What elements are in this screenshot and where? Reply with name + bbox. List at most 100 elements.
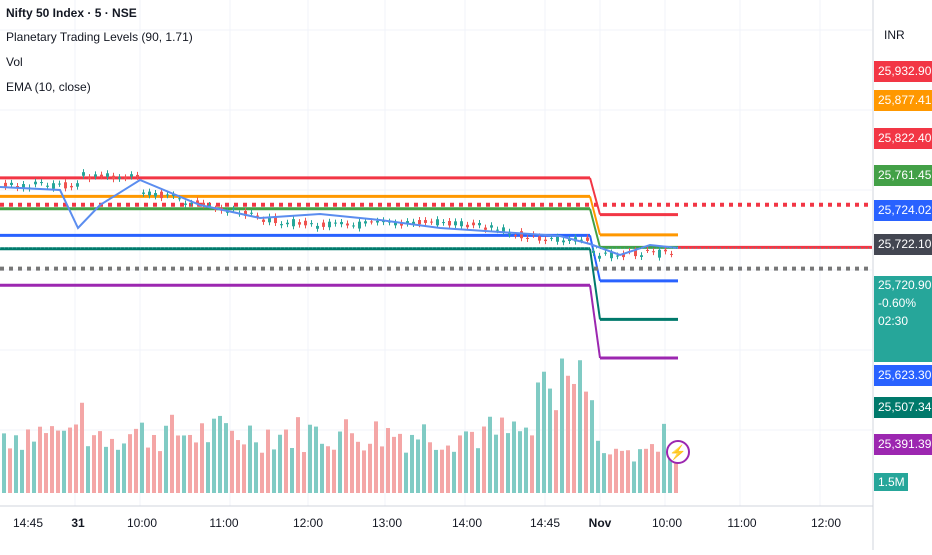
volume-bar <box>572 383 576 493</box>
candle-body <box>448 220 451 226</box>
candle-body <box>310 223 313 225</box>
volume-bar <box>242 444 246 493</box>
level-transition <box>589 285 601 359</box>
time-tick-label: 11:00 <box>209 516 239 530</box>
volume-bar <box>632 461 636 493</box>
volume-bar <box>470 431 474 493</box>
volume-bar <box>188 434 192 493</box>
volume-bar <box>338 431 342 493</box>
volume-bar <box>434 449 438 493</box>
volume-bar <box>500 417 504 493</box>
symbol-title[interactable]: Nifty 50 Index · 5 · NSE <box>6 6 137 20</box>
volume-bar <box>668 451 672 493</box>
candle-body <box>34 181 37 185</box>
candle-body <box>88 177 91 180</box>
candle-body <box>640 255 643 257</box>
candle-body <box>292 219 295 227</box>
volume-bar <box>68 427 72 493</box>
volume-bar <box>116 449 120 493</box>
candle-body <box>442 222 445 224</box>
volume-bar <box>416 439 420 493</box>
candle-body <box>568 239 571 241</box>
candle-body <box>256 215 259 217</box>
volume-bar <box>206 442 210 493</box>
volume-bar <box>620 450 624 493</box>
volume-bar <box>626 450 630 493</box>
volume-bar <box>104 446 108 493</box>
volume-bar <box>236 440 240 493</box>
price-tag: 25,507.34 <box>874 397 932 418</box>
candle-body <box>346 223 349 226</box>
volume-bar <box>422 424 426 493</box>
indicator-volume[interactable]: Vol <box>6 55 23 69</box>
volume-bar <box>194 442 198 493</box>
volume-bar <box>404 452 408 493</box>
candle-body <box>436 219 439 226</box>
time-tick-label: 14:45 <box>529 516 561 530</box>
volume-bar <box>140 422 144 493</box>
candle-body <box>244 210 247 216</box>
candle-body <box>154 193 157 197</box>
candle-body <box>226 211 229 213</box>
price-tag: 25,761.45 <box>874 165 932 186</box>
currency-label[interactable]: INR <box>884 28 905 42</box>
candle-body <box>304 220 307 226</box>
price-tag: 25,722.10 <box>874 234 932 255</box>
volume-bar <box>80 402 84 493</box>
candle-body <box>94 174 97 177</box>
volume-bar <box>488 416 492 493</box>
candle-body <box>118 177 121 179</box>
candle-body <box>514 235 517 237</box>
time-tick-label: 11:00 <box>727 516 757 530</box>
price-tag: 25,724.02 <box>874 200 932 221</box>
volume-bar <box>86 446 90 493</box>
price-tag: 25,391.39 <box>874 434 932 455</box>
volume-bar <box>374 421 378 493</box>
volume-bar <box>200 423 204 493</box>
candle-body <box>232 208 235 210</box>
candle-body <box>58 183 61 185</box>
candle-body <box>4 182 7 187</box>
candle-body <box>82 172 85 176</box>
volume-bar <box>596 440 600 493</box>
candle-body <box>172 194 175 196</box>
volume-bar <box>224 423 228 493</box>
volume-bar <box>182 435 186 493</box>
volume-bar <box>164 425 168 493</box>
candle-body <box>160 191 163 199</box>
time-tick-label: 13:00 <box>371 516 403 530</box>
candle-body <box>646 249 649 251</box>
volume-bar <box>44 433 48 493</box>
time-tick-label: 31 <box>71 516 85 530</box>
candle-body <box>142 192 145 194</box>
volume-bar <box>134 428 138 493</box>
candle-body <box>208 204 211 206</box>
volume-bar <box>452 451 456 493</box>
candle-body <box>262 219 265 222</box>
indicator-ema[interactable]: EMA (10, close) <box>6 80 91 94</box>
candle-body <box>460 221 463 227</box>
candle-body <box>598 255 601 259</box>
volume-bar <box>506 433 510 493</box>
lightning-bolt-icon[interactable]: ⚡ <box>666 440 690 464</box>
candle-body <box>502 227 505 232</box>
volume-bar <box>476 448 480 493</box>
candle-body <box>520 231 523 239</box>
candle-body <box>400 222 403 226</box>
volume-bar <box>98 431 102 493</box>
indicator-planetary-levels[interactable]: Planetary Trading Levels (90, 1.71) <box>6 30 193 44</box>
price-tag: 25,822.40 <box>874 128 932 149</box>
candle-body <box>586 237 589 241</box>
level-transition <box>589 235 601 282</box>
candle-body <box>64 182 67 189</box>
candle-body <box>664 249 667 252</box>
volume-bar <box>272 449 276 493</box>
candle-body <box>394 222 397 226</box>
volume-bar <box>638 449 642 493</box>
volume-bar <box>536 382 540 493</box>
volume-bar <box>512 421 516 493</box>
candle-body <box>406 221 409 224</box>
volume-bar <box>650 444 654 493</box>
volume-bar <box>656 451 660 493</box>
